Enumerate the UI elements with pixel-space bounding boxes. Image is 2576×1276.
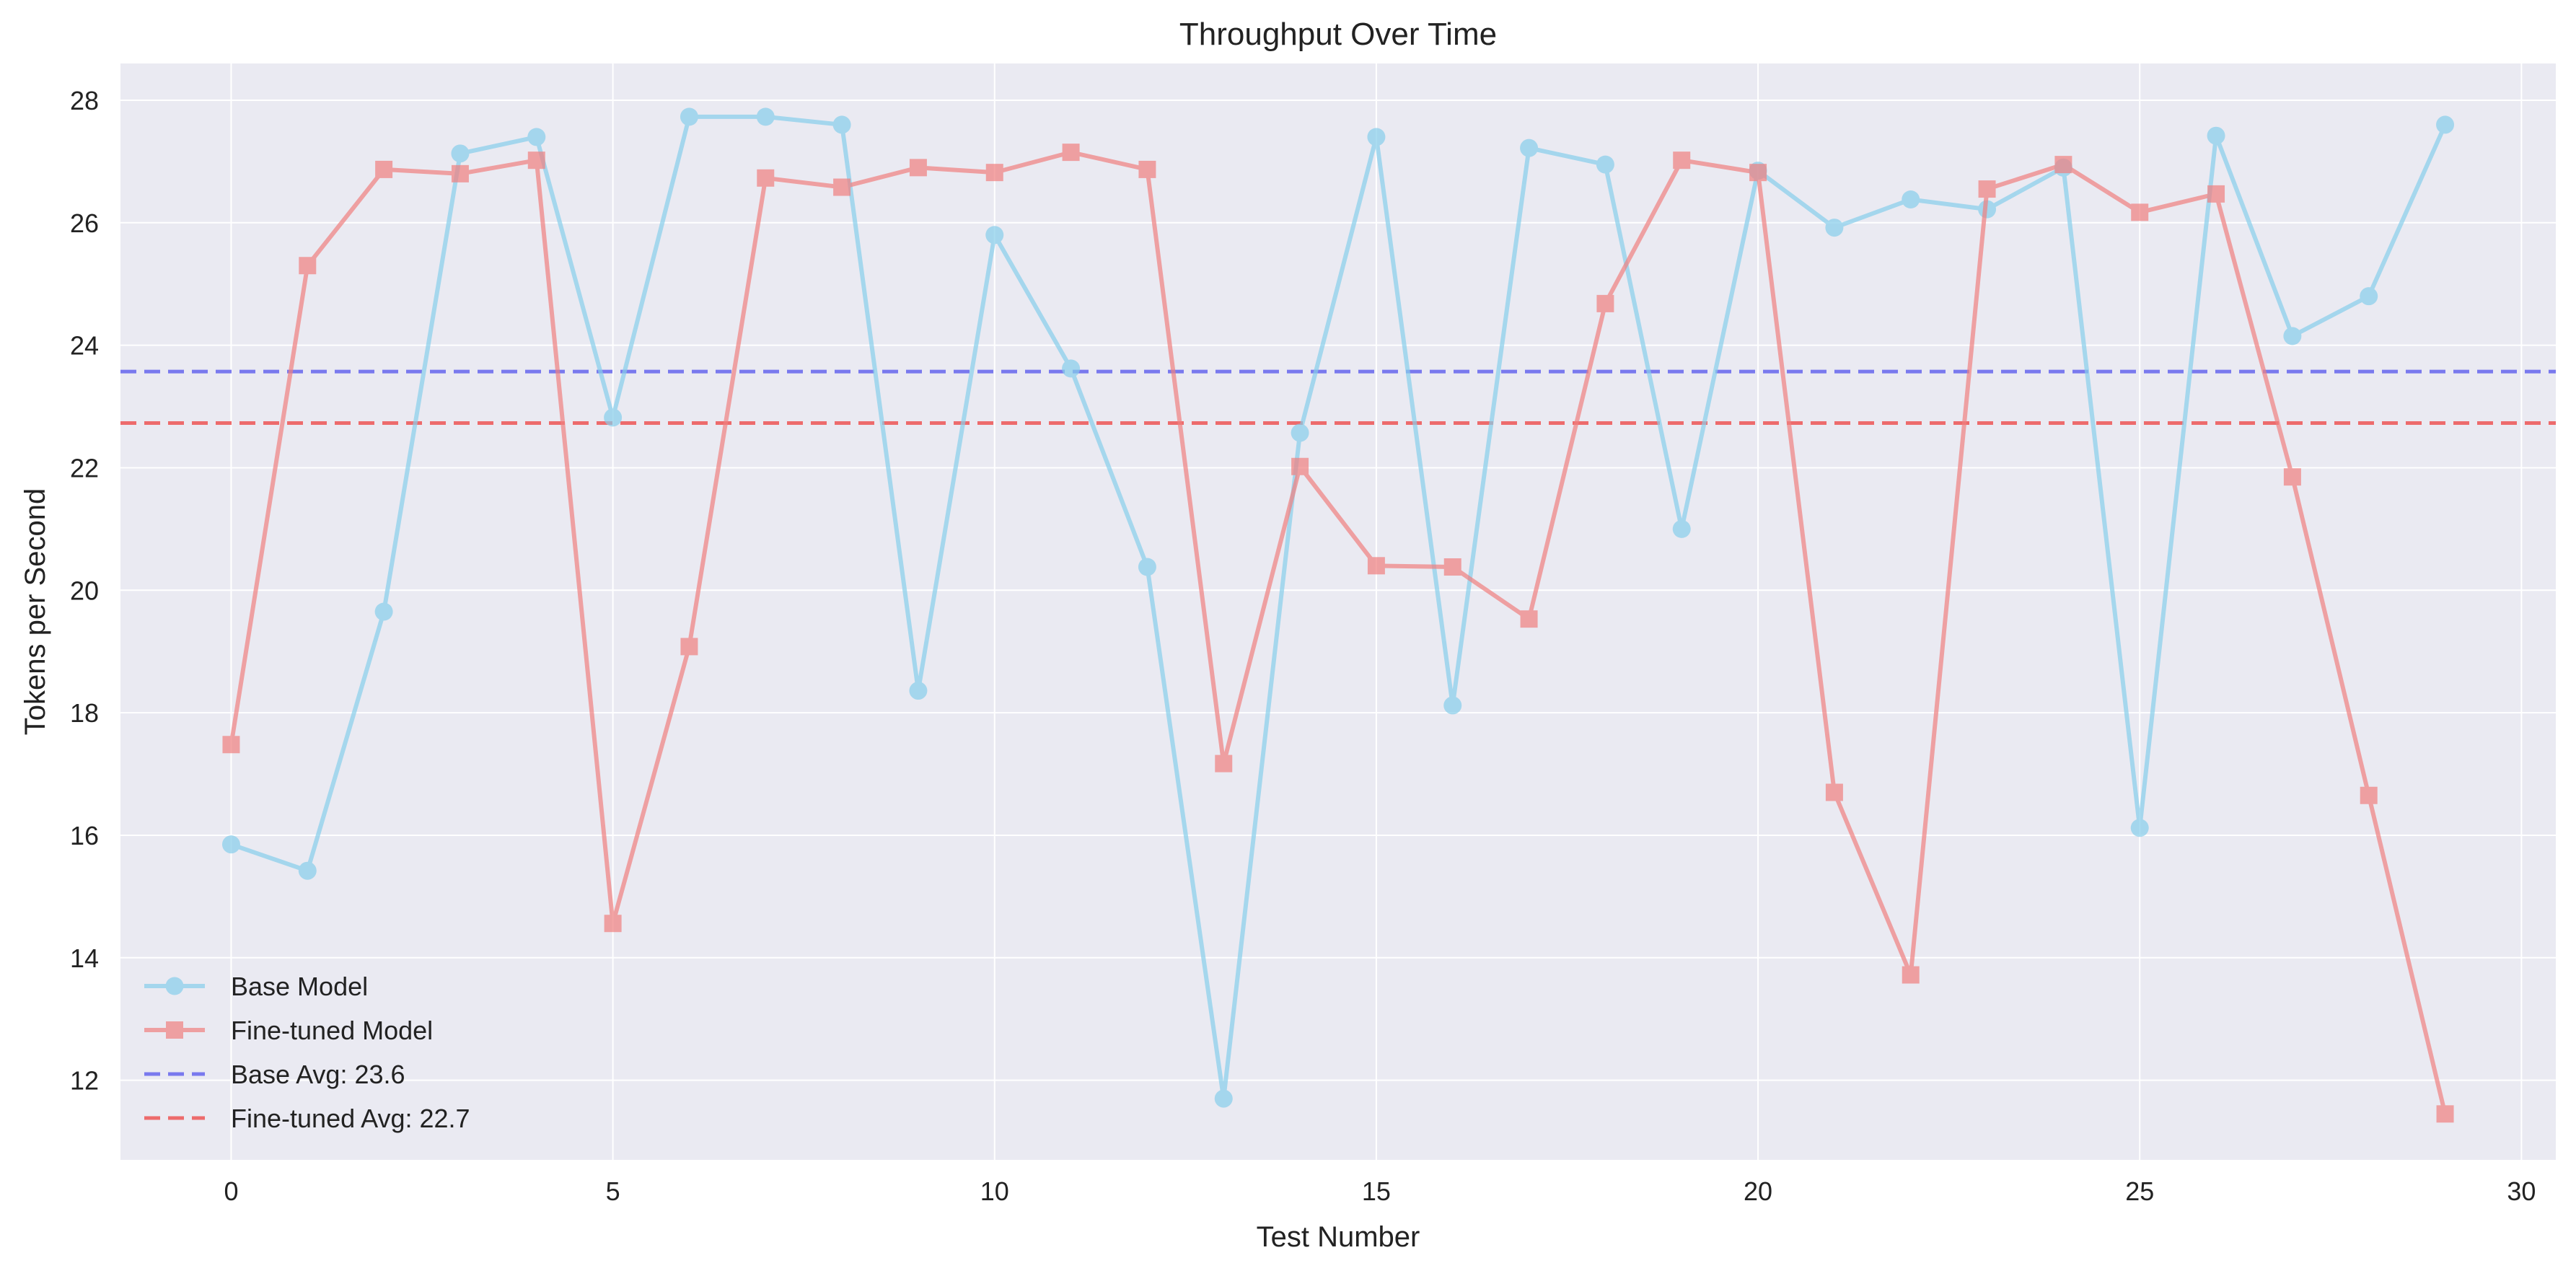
data-point: [1673, 151, 1691, 170]
data-point: [2360, 786, 2378, 804]
y-tick-label: 24: [70, 331, 99, 361]
x-tick-label: 25: [2125, 1176, 2154, 1206]
tick-labels: 0 5 10 15 20 25 30 12 14 16 18 20 22 24 26 28: [70, 86, 2536, 1206]
y-tick-label: 16: [70, 821, 99, 850]
legend-label: Fine-tuned Avg: 22.7: [231, 1104, 470, 1133]
data-point: [604, 408, 623, 427]
data-point: [909, 682, 928, 700]
data-point: [221, 835, 240, 854]
data-point: [1138, 558, 1156, 576]
legend-item: Fine-tuned Model: [144, 1016, 433, 1045]
data-point: [1520, 610, 1538, 628]
data-point: [2207, 185, 2225, 203]
data-point: [1749, 164, 1767, 182]
series-fine-tuned-model: [222, 144, 2454, 1123]
series-line: [229, 150, 2448, 1117]
data-point: [1062, 144, 1080, 162]
x-tick-label: 30: [2507, 1176, 2536, 1206]
data-point: [833, 178, 851, 196]
legend-label: Base Model: [231, 972, 368, 1001]
data-point: [1367, 557, 1385, 575]
data-point: [1672, 519, 1691, 538]
data-point: [2207, 126, 2225, 145]
data-point: [374, 602, 393, 621]
data-point: [1214, 1089, 1233, 1108]
chart-title: Throughput Over Time: [1179, 17, 1497, 52]
legend-label: Base Avg: 23.6: [231, 1060, 405, 1089]
data-point: [1596, 155, 1614, 174]
data-point: [527, 151, 545, 170]
y-tick-label: 26: [70, 208, 99, 238]
plot-background: [120, 63, 2556, 1160]
series-lines: [221, 107, 2455, 1123]
series-line: [229, 114, 2448, 1101]
data-point: [1978, 180, 1996, 198]
data-point: [1825, 783, 1843, 801]
data-point: [1443, 558, 1461, 576]
y-tick-label: 28: [70, 86, 99, 115]
data-point: [375, 160, 393, 178]
data-point: [2131, 203, 2149, 221]
legend-swatch-marker: [165, 977, 184, 995]
legend-swatch: [144, 1021, 205, 1039]
y-tick-label: 20: [70, 576, 99, 605]
x-tick-label: 20: [1744, 1176, 1772, 1206]
data-point: [1367, 128, 1386, 146]
y-tick-label: 18: [70, 698, 99, 728]
data-point: [985, 164, 1003, 182]
data-point: [1443, 696, 1462, 715]
legend-item: Base Avg: 23.6: [144, 1060, 405, 1089]
data-point: [2283, 468, 2301, 486]
y-tick-label: 22: [70, 453, 99, 483]
data-point: [298, 861, 317, 880]
x-tick-label: 15: [1362, 1176, 1391, 1206]
grid-lines: [120, 63, 2556, 1160]
data-point: [527, 128, 546, 146]
data-point: [680, 638, 698, 656]
data-point: [1062, 359, 1081, 378]
data-point: [2283, 327, 2302, 346]
data-point: [1291, 457, 1309, 475]
data-point: [1215, 754, 1233, 773]
data-point: [757, 169, 775, 187]
legend-item: Fine-tuned Avg: 22.7: [144, 1104, 470, 1133]
data-point: [2130, 819, 2149, 837]
data-point: [604, 915, 622, 933]
legend-swatch-marker: [166, 1021, 183, 1039]
data-point: [2054, 156, 2072, 174]
data-point: [2436, 1105, 2454, 1123]
y-axis-label: Tokens per Second: [19, 488, 51, 735]
data-point: [1825, 219, 1844, 237]
data-point: [222, 736, 240, 754]
data-point: [299, 257, 317, 275]
data-point: [1291, 423, 1309, 442]
x-tick-label: 0: [224, 1176, 238, 1206]
data-point: [1138, 160, 1156, 178]
legend-item: Base Model: [144, 972, 368, 1001]
data-point: [909, 159, 927, 177]
x-axis-label: Test Number: [1257, 1221, 1420, 1253]
legend: Base Model Fine-tuned Model Base Avg: 23.6…: [144, 972, 470, 1133]
y-tick-label: 14: [70, 943, 99, 973]
data-point: [451, 144, 470, 163]
x-tick-label: 10: [980, 1176, 1009, 1206]
data-point: [985, 226, 1004, 245]
y-tick-label: 12: [70, 1066, 99, 1096]
data-point: [1596, 294, 1614, 312]
x-tick-label: 5: [606, 1176, 620, 1206]
data-point: [2436, 115, 2455, 134]
average-reference-lines: [120, 369, 2556, 425]
data-point: [1520, 138, 1539, 157]
legend-label: Fine-tuned Model: [231, 1016, 433, 1045]
data-point: [2360, 287, 2378, 306]
data-point: [756, 107, 775, 126]
data-point: [451, 164, 469, 182]
data-point: [832, 115, 851, 134]
data-point: [680, 107, 698, 126]
legend-swatch: [144, 977, 205, 995]
data-point: [1902, 966, 1920, 984]
data-point: [1902, 190, 1920, 209]
